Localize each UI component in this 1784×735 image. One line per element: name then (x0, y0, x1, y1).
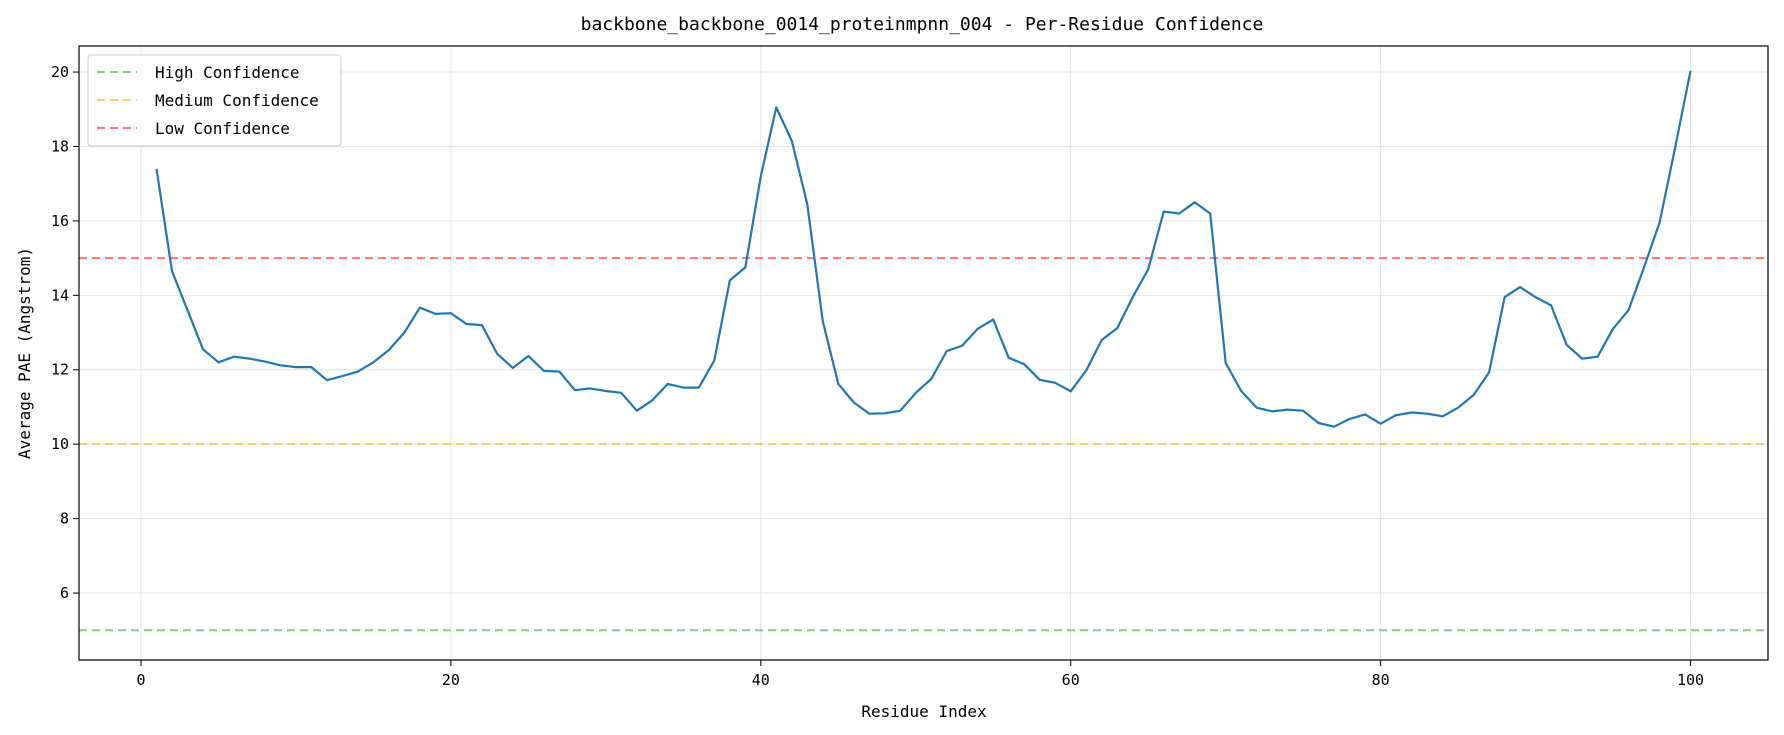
x-tick-label: 40 (752, 671, 770, 689)
x-axis-ticks: 0 20 40 60 80 100 (136, 660, 1704, 689)
chart-title: backbone_backbone_0014_proteinmpnn_004 -… (581, 14, 1264, 35)
x-tick-label: 0 (136, 671, 145, 689)
series-group (155, 70, 1692, 428)
plot-frame (78, 45, 1769, 661)
y-axis-label: Average PAE (Angstrom) (15, 247, 34, 459)
y-tick-label: 20 (51, 63, 69, 81)
x-tick-label: 100 (1677, 671, 1704, 689)
x-axis-label: Residue Index (861, 702, 987, 721)
y-tick-label: 14 (51, 286, 69, 304)
y-axis-ticks: 6 8 10 12 14 16 18 20 (51, 63, 79, 602)
x-tick-label: 60 (1062, 671, 1080, 689)
legend-label-medium-confidence: Medium Confidence (155, 91, 319, 110)
y-tick-label: 6 (60, 584, 69, 602)
legend: High Confidence Medium Confidence Low Conf… (87, 54, 342, 147)
x-tick-label: 20 (442, 671, 460, 689)
legend-box (87, 54, 342, 147)
grid-lines (79, 46, 1768, 660)
y-tick-label: 12 (51, 361, 69, 379)
y-tick-label: 18 (51, 137, 69, 155)
y-tick-label: 16 (51, 212, 69, 230)
legend-label-high-confidence: High Confidence (155, 63, 300, 82)
pae-series-line (155, 70, 1692, 428)
legend-label-low-confidence: Low Confidence (155, 119, 290, 138)
y-tick-label: 8 (60, 510, 69, 528)
x-tick-label: 80 (1372, 671, 1390, 689)
y-tick-label: 10 (51, 435, 69, 453)
reference-lines (79, 257, 1768, 632)
